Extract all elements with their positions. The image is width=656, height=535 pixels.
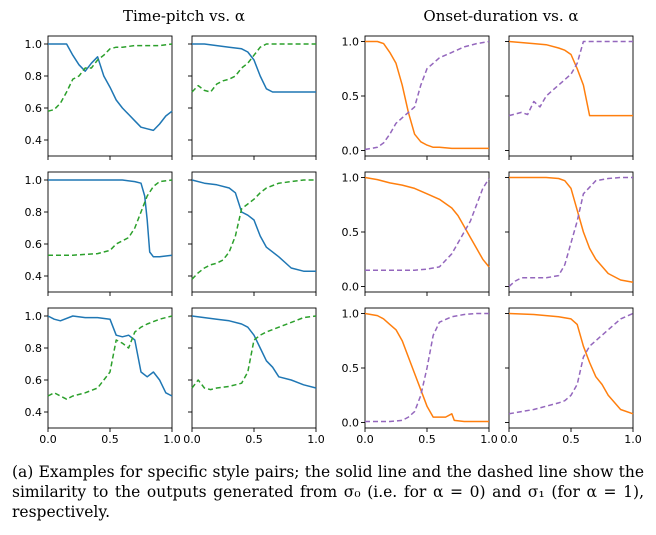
- solid-series-line: [364, 312, 489, 423]
- dashed-series-line: [47, 315, 173, 400]
- panel-r2-c3: 0.0 0.5 1.0: [500, 307, 642, 446]
- figure-grid: Time-pitch vs. α Onset-duration vs. α 0.…: [25, 7, 642, 446]
- y-tick-label: 1.0: [25, 174, 43, 187]
- panel-r0-c0: 0.4 0.6 0.8 1.0: [25, 35, 173, 160]
- y-tick-label: 1.0: [25, 310, 43, 323]
- y-tick-label: 1.0: [342, 307, 360, 320]
- panel-r1-c2: 0.0 0.5 1.0: [342, 171, 490, 296]
- y-tick-label: 0.5: [342, 226, 360, 239]
- dashed-series-line: [508, 312, 634, 415]
- x-tick-label: 0.5: [245, 433, 263, 446]
- x-tick-label: 0.5: [418, 433, 436, 446]
- y-tick-label: 0.6: [25, 102, 43, 115]
- solid-series-line: [508, 312, 634, 415]
- dashed-series-line: [191, 179, 316, 280]
- y-tick-label: 0.6: [25, 238, 43, 251]
- axes-frame: [191, 171, 317, 293]
- y-tick-label: 0.4: [25, 134, 43, 147]
- x-tick-label: 1.0: [624, 433, 642, 446]
- y-tick-label: 1.0: [25, 38, 43, 51]
- panel-r0-c1: [188, 35, 317, 160]
- panel-r1-c1: [188, 171, 317, 296]
- y-tick-label: 0.5: [342, 362, 360, 375]
- solid-series-line: [364, 176, 490, 268]
- y-tick-label: 1.0: [342, 171, 360, 184]
- dashed-series-line: [365, 312, 489, 423]
- panels: 0.40.60.81.00.00.51.00.40.60.81.00.00.51…: [25, 35, 642, 446]
- dashed-series-line: [508, 40, 633, 117]
- dashed-series-line: [365, 178, 490, 271]
- title-onset-duration: Onset-duration vs. α: [423, 7, 578, 25]
- axes-frame: [364, 171, 490, 293]
- solid-series-line: [191, 179, 316, 272]
- axes-frame: [47, 307, 173, 429]
- solid-series-line: [508, 40, 633, 117]
- solid-series-line: [191, 315, 317, 389]
- solid-series-line: [48, 43, 173, 132]
- y-tick-label: 0.0: [342, 417, 360, 430]
- solid-series-line: [192, 43, 316, 93]
- dashed-series-line: [364, 40, 490, 151]
- y-tick-label: 0.8: [25, 70, 43, 83]
- y-tick-label: 1.0: [342, 35, 360, 48]
- figure-caption: (a) Examples for specific style pairs; t…: [12, 463, 644, 521]
- x-tick-label: 0.0: [39, 433, 57, 446]
- panel-r2-c0: 0.0 0.5 1.0 0.4 0.6 0.8 1.0: [25, 307, 181, 446]
- y-tick-label: 0.4: [25, 406, 43, 419]
- y-tick-label: 0.5: [342, 90, 360, 103]
- axes-frame: [364, 35, 490, 157]
- panel-r2-c1: 0.0 0.5 1.0: [183, 307, 325, 446]
- x-tick-label: 1.0: [480, 433, 498, 446]
- title-time-pitch: Time-pitch vs. α: [123, 7, 245, 25]
- y-tick-label: 0.8: [25, 342, 43, 355]
- axes-frame: [47, 35, 173, 157]
- solid-series-line: [365, 40, 489, 150]
- x-tick-label: 1.0: [307, 433, 325, 446]
- y-tick-label: 0.0: [342, 145, 360, 158]
- dashed-series-line: [48, 179, 173, 256]
- y-tick-label: 0.0: [342, 281, 360, 294]
- y-tick-label: 0.4: [25, 270, 43, 283]
- panel-r1-c3: [505, 171, 634, 296]
- dashed-series-line: [47, 43, 173, 112]
- x-tick-label: 0.5: [562, 433, 580, 446]
- x-tick-label: 1.0: [163, 433, 181, 446]
- y-tick-label: 0.6: [25, 374, 43, 387]
- solid-series-line: [509, 176, 634, 283]
- panel-r2-c2: 0.0 0.5 1.0 0.0 0.5 1.0: [342, 307, 498, 446]
- panel-r1-c0: 0.4 0.6 0.8 1.0: [25, 171, 173, 296]
- x-tick-label: 0.0: [500, 433, 518, 446]
- dashed-series-line: [508, 176, 633, 288]
- panel-r0-c2: 0.0 0.5 1.0: [342, 35, 490, 160]
- panel-r0-c3: [505, 35, 634, 160]
- dashed-series-line: [191, 315, 317, 391]
- dashed-series-line: [191, 43, 316, 93]
- solid-series-line: [48, 179, 173, 258]
- x-tick-label: 0.5: [101, 433, 119, 446]
- x-tick-label: 0.0: [183, 433, 201, 446]
- solid-series-line: [47, 315, 173, 397]
- axes-frame: [191, 307, 317, 429]
- x-tick-label: 0.0: [356, 433, 374, 446]
- y-tick-label: 0.8: [25, 206, 43, 219]
- axes-frame: [47, 171, 173, 293]
